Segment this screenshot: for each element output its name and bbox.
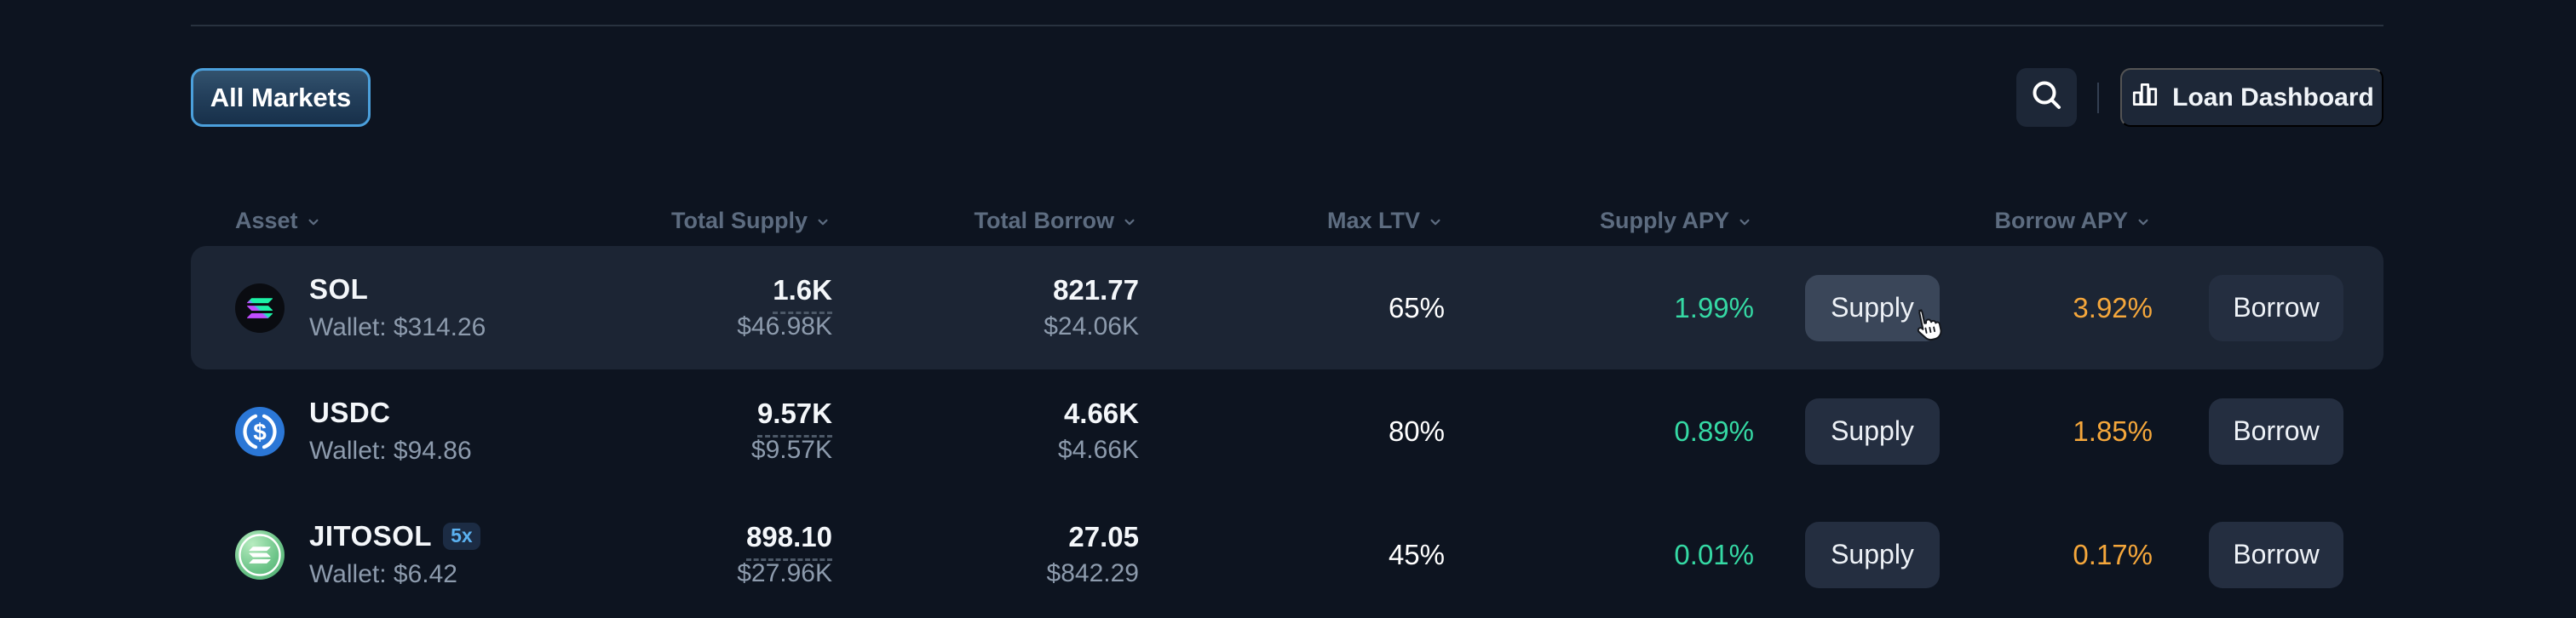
max-ltv-value: 80%	[1388, 415, 1445, 447]
loan-dashboard-label: Loan Dashboard	[2172, 83, 2374, 112]
wallet-balance: Wallet: $6.42	[309, 560, 457, 588]
supply-apy-value: 0.89%	[1674, 415, 1754, 447]
top-divider	[191, 25, 2383, 26]
total-supply-cell: 1.6K $46.98K	[737, 276, 832, 340]
all-markets-button[interactable]: All Markets	[191, 68, 371, 127]
total-borrow-amount: 4.66K	[1063, 398, 1139, 429]
total-borrow-amount: 821.77	[1053, 274, 1139, 306]
chevron-down-icon	[1430, 219, 1440, 226]
usdc-token-icon: $	[235, 406, 285, 456]
total-borrow-cell: 27.05 $842.29	[1047, 523, 1139, 587]
column-header-borrow-apy[interactable]: Borrow APY	[1940, 208, 2153, 234]
max-ltv-value: 45%	[1388, 538, 1445, 570]
table-header-row: Asset Total Supply Total Borrow Max LTV …	[191, 196, 2383, 246]
borrow-apy-value: 0.17%	[2073, 538, 2153, 570]
max-ltv-value: 65%	[1388, 291, 1445, 323]
chevron-down-icon	[308, 219, 319, 226]
total-supply-amount: 1.6K	[773, 276, 832, 314]
supply-apy-value: 1.99%	[1674, 291, 1754, 323]
jitosol-token-icon	[235, 529, 285, 580]
loan-dashboard-button[interactable]: Loan Dashboard	[2120, 68, 2383, 127]
chevron-down-icon	[1739, 219, 1750, 226]
supply-button[interactable]: Supply	[1805, 274, 1940, 341]
asset-name: SOL	[309, 273, 369, 305]
total-borrow-usd: $24.06K	[1044, 312, 1139, 340]
leverage-badge: 5x	[443, 523, 480, 550]
chevron-down-icon	[2138, 219, 2148, 226]
borrow-button[interactable]: Borrow	[2209, 274, 2343, 341]
supply-button[interactable]: Supply	[1805, 398, 1940, 465]
chevron-down-icon	[1124, 219, 1135, 226]
markets-table: Asset Total Supply Total Borrow Max LTV …	[191, 196, 2383, 616]
column-header-total-supply[interactable]: Total Supply	[671, 208, 832, 234]
column-header-total-borrow[interactable]: Total Borrow	[832, 208, 1139, 234]
search-button[interactable]	[2016, 68, 2077, 127]
market-row-usdc[interactable]: $ USDC Wallet: $94.86 9.57K $9.57K 4.66K	[191, 369, 2383, 493]
total-supply-usd: $46.98K	[737, 312, 832, 340]
asset-name: JITOSOL	[309, 520, 433, 552]
column-header-asset[interactable]: Asset	[235, 208, 687, 234]
all-markets-label: All Markets	[210, 82, 352, 112]
wallet-balance: Wallet: $314.26	[309, 313, 486, 341]
toolbar-divider	[2097, 83, 2099, 113]
search-icon	[2028, 77, 2066, 118]
total-supply-amount: 9.57K	[756, 399, 832, 438]
total-supply-usd: $27.96K	[737, 559, 832, 587]
wallet-balance: Wallet: $94.86	[309, 437, 472, 465]
total-supply-usd: $9.57K	[750, 436, 832, 464]
total-borrow-usd: $842.29	[1046, 559, 1139, 587]
borrow-button[interactable]: Borrow	[2209, 398, 2343, 465]
total-borrow-cell: 821.77 $24.06K	[1044, 276, 1139, 340]
market-row-sol[interactable]: SOL Wallet: $314.26 1.6K $46.98K 821.77 …	[191, 246, 2383, 369]
total-borrow-cell: 4.66K $4.66K	[1058, 399, 1139, 463]
total-borrow-amount: 27.05	[1068, 521, 1139, 552]
bar-chart-icon	[2130, 79, 2160, 117]
chevron-down-icon	[818, 219, 828, 226]
borrow-button[interactable]: Borrow	[2209, 521, 2343, 588]
column-header-supply-apy[interactable]: Supply APY	[1445, 208, 1754, 234]
total-supply-cell: 9.57K $9.57K	[751, 399, 832, 463]
market-row-jitosol[interactable]: JITOSOL 5x Wallet: $6.42 898.10 $27.96K …	[191, 493, 2383, 616]
column-header-max-ltv[interactable]: Max LTV	[1139, 208, 1445, 234]
total-supply-cell: 898.10 $27.96K	[737, 523, 832, 587]
total-supply-amount: 898.10	[746, 523, 832, 561]
borrow-apy-value: 3.92%	[2073, 291, 2153, 323]
supply-button[interactable]: Supply	[1805, 521, 1940, 588]
borrow-apy-value: 1.85%	[2073, 415, 2153, 447]
solana-token-icon	[235, 283, 285, 333]
asset-name: USDC	[309, 397, 391, 428]
total-borrow-usd: $4.66K	[1057, 436, 1139, 464]
svg-text:$: $	[253, 419, 267, 445]
supply-apy-value: 0.01%	[1674, 538, 1754, 570]
